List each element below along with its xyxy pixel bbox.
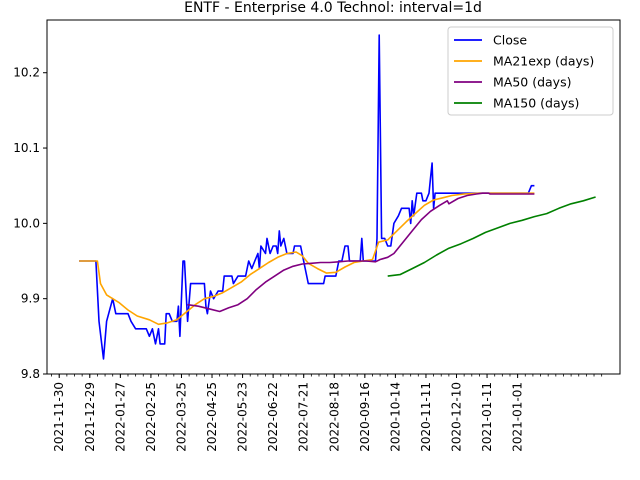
x-tick-label: 2022-02-25 — [144, 382, 158, 452]
chart-title: ENTF - Enterprise 4.0 Technol: interval=… — [184, 0, 482, 16]
legend-label: MA150 (days) — [493, 96, 579, 111]
legend-box — [447, 26, 614, 116]
series-line-3 — [387, 196, 596, 277]
x-axis: 2021-11-30 2021-12-29 2022-01-27 2022-02-25… — [51, 374, 603, 452]
series-line-1 — [79, 192, 535, 326]
y-tick-label: 10.2 — [13, 66, 40, 80]
x-tick-label: 2022-04-25 — [205, 382, 219, 452]
legend-label: MA21exp (days) — [493, 54, 594, 69]
x-tick-label: 2020-12-10 — [450, 382, 464, 452]
x-tick-label: 2021-01-01 — [511, 382, 525, 452]
x-tick-label: 2021-12-29 — [83, 382, 97, 452]
x-tick-label: 2020-09-16 — [358, 382, 372, 452]
y-tick-label: 9.9 — [21, 292, 40, 306]
x-tick-label: 2022-01-27 — [113, 382, 127, 452]
plot-frame — [46, 19, 621, 375]
x-tick-label: 2021-11-30 — [52, 382, 66, 452]
x-tick-label: 2021-01-11 — [480, 382, 494, 452]
x-tick-label: 2022-06-22 — [266, 382, 280, 452]
y-tick-label: 9.8 — [21, 367, 40, 381]
x-tick-label: 2022-05-23 — [236, 382, 250, 452]
y-tick-label: 10.0 — [13, 216, 40, 230]
y-tick-label: 10.1 — [13, 141, 40, 155]
series-line-0 — [79, 34, 535, 360]
y-axis: 9.8 9.9 10.0 10.1 10.2 — [13, 66, 47, 381]
legend-label: Close — [493, 33, 527, 48]
x-tick-label: 2022-03-25 — [174, 382, 188, 452]
x-tick-label: 2020-11-11 — [419, 382, 433, 452]
legend-label: MA50 (days) — [493, 75, 571, 90]
legend: Close MA21exp (days) MA50 (days) MA150 (day… — [447, 26, 614, 116]
x-tick-label: 2020-10-14 — [388, 382, 402, 452]
x-tick-label: 2022-08-18 — [327, 382, 341, 452]
x-tick-label: 2022-07-21 — [297, 382, 311, 452]
series-line-2 — [187, 192, 535, 313]
